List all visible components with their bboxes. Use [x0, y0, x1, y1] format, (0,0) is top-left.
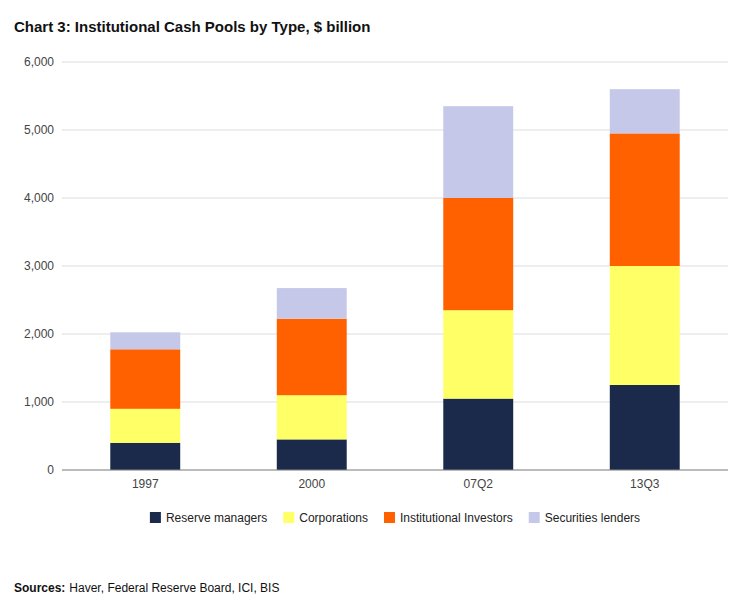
title: Chart 3: Institutional Cash Pools by Typ…	[14, 18, 370, 35]
grid	[62, 62, 728, 470]
y-tick-label: 2,000	[24, 327, 54, 341]
legend-item: Corporations	[283, 511, 368, 525]
legend-swatch	[384, 512, 395, 523]
bar-segment	[110, 332, 180, 349]
y-tick-label: 6,000	[24, 55, 54, 69]
bar-segment	[110, 409, 180, 443]
legend-label: Corporations	[299, 511, 368, 525]
legend: Reserve managers Corporations Institutiona…	[150, 511, 640, 525]
y-tick-label: 0	[47, 463, 54, 477]
bar-segment	[443, 198, 513, 310]
bar-segment	[443, 310, 513, 398]
x-tick-label: 13Q3	[630, 477, 660, 491]
grid-line	[62, 62, 728, 63]
x-axis-line	[62, 470, 728, 471]
legend-swatch	[150, 512, 161, 523]
annotation: Sources:	[14, 581, 65, 595]
legend-swatch	[529, 512, 540, 523]
bar-segment	[610, 266, 680, 385]
bar-segment	[277, 319, 347, 396]
y-tick-label: 3,000	[24, 259, 54, 273]
bars	[110, 89, 679, 470]
annotation: Haver, Federal Reserve Board, ICI, BIS	[69, 581, 279, 595]
bar-segment	[277, 288, 347, 319]
legend-label: Securities lenders	[545, 511, 640, 525]
legend-swatch	[283, 512, 294, 523]
y-tick-label: 1,000	[24, 395, 54, 409]
bar-segment	[110, 349, 180, 409]
legend-label: Institutional Investors	[400, 511, 513, 525]
grid-line	[62, 470, 728, 471]
bar-segment	[443, 106, 513, 198]
x-tick-label: 1997	[132, 477, 159, 491]
y-tick-label: 4,000	[24, 191, 54, 205]
legend-item: Institutional Investors	[384, 511, 513, 525]
bar-segment	[110, 443, 180, 470]
legend-item: Reserve managers	[150, 511, 267, 525]
bar-segment	[443, 399, 513, 470]
bar-segment	[610, 133, 680, 266]
x-tick-label: 2000	[298, 477, 325, 491]
bar-segment	[610, 89, 680, 133]
source-note: Sources: Haver, Federal Reserve Board, IC…	[14, 581, 279, 595]
y-tick-label: 5,000	[24, 123, 54, 137]
legend-item: Securities lenders	[529, 511, 640, 525]
legend-label: Reserve managers	[166, 511, 267, 525]
x-tick-label: 07Q2	[464, 477, 494, 491]
bar-segment	[277, 395, 347, 439]
bar-segment	[277, 439, 347, 470]
bar-segment	[610, 385, 680, 470]
chart: Chart 3: Institutional Cash Pools by Typ…	[0, 0, 751, 614]
